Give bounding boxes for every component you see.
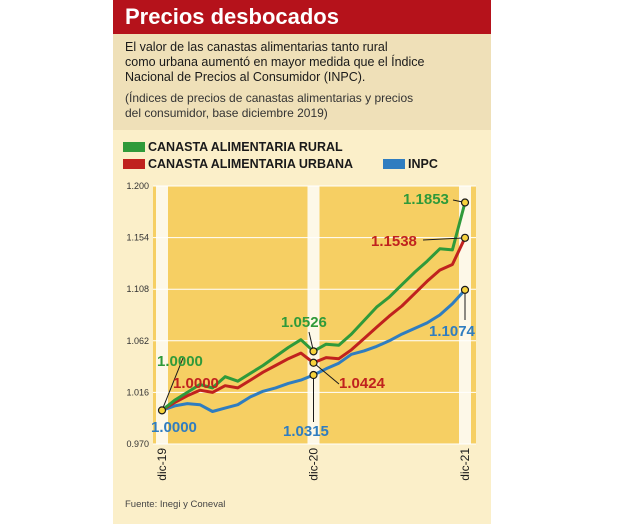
data-point-marker — [309, 358, 318, 367]
x-tick-label: dic-20 — [307, 448, 321, 481]
description-box: El valor de las canastas alimentarias ta… — [113, 34, 491, 130]
data-point-marker — [309, 370, 318, 380]
y-tick-label: 1.200 — [126, 181, 149, 191]
legend-item-inpc: INPC — [383, 157, 438, 171]
note-line: (Índices de precios de canastas alimenta… — [125, 91, 414, 105]
description-line: Nacional de Precios al Consumidor (INPC)… — [125, 70, 366, 84]
data-point-marker — [157, 406, 167, 415]
source-note: Fuente: Inegi y Coneval — [125, 499, 226, 510]
y-tick-label: 1.108 — [126, 284, 149, 294]
y-tick-label: 1.016 — [126, 387, 149, 397]
legend-item-rural: CANASTA ALIMENTARIA RURAL — [123, 140, 343, 154]
data-label: 1.0526 — [281, 314, 327, 331]
description-line: como urbana aumentó en mayor medida que … — [125, 55, 425, 69]
legend-label-urbana: CANASTA ALIMENTARIA URBANA — [148, 157, 354, 171]
chart-title: Precios desbocados — [125, 4, 339, 29]
data-label: 1.0315 — [283, 423, 329, 440]
data-label: 1.0000 — [157, 353, 203, 370]
data-point-marker — [460, 233, 470, 242]
line-chart: 0.970 1.016 1.062 1.108 1.154 1.200 dic-19 dic-… — [126, 181, 476, 481]
data-point-marker — [309, 347, 318, 356]
annotation-leader — [161, 357, 184, 411]
legend-item-urbana: CANASTA ALIMENTARIA URBANA — [123, 157, 353, 171]
x-tick-label: dic-21 — [458, 448, 472, 481]
data-label: 1.1538 — [371, 233, 417, 250]
y-tick-label: 1.154 — [126, 233, 149, 243]
data-label: 1.1074 — [429, 323, 476, 340]
period-band-dic-19 — [156, 186, 168, 444]
legend-swatch-urbana — [123, 159, 145, 169]
infographic-card: Precios desbocados El valor de las canas… — [113, 0, 491, 524]
note-line: del consumidor, base diciembre 2019) — [125, 106, 328, 120]
x-tick-label: dic-19 — [155, 448, 169, 481]
data-label: 1.0000 — [173, 375, 219, 392]
y-tick-label: 1.062 — [126, 336, 149, 346]
legend-swatch-rural — [123, 142, 145, 152]
title-bar: Precios desbocados — [113, 0, 491, 34]
data-point-marker — [460, 285, 470, 294]
data-label: 1.1853 — [403, 191, 449, 208]
data-label: 1.0000 — [151, 419, 197, 436]
description-line: El valor de las canastas alimentarias ta… — [125, 40, 388, 54]
data-label: 1.0424 — [339, 375, 386, 392]
annotation-leader — [422, 237, 466, 241]
legend-swatch-inpc — [383, 159, 405, 169]
period-band-dic-20 — [307, 186, 320, 444]
y-tick-label: 0.970 — [126, 439, 149, 449]
legend-label-inpc: INPC — [408, 157, 438, 171]
annotation-leader — [313, 362, 340, 385]
legend-label-rural: CANASTA ALIMENTARIA RURAL — [148, 140, 343, 154]
data-point-marker — [460, 198, 470, 207]
